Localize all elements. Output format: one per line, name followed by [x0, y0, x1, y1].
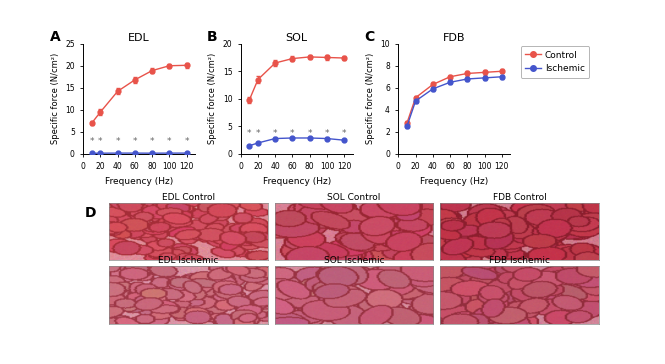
- Text: *: *: [342, 128, 346, 138]
- Text: *: *: [115, 137, 120, 146]
- X-axis label: Frequency (Hz): Frequency (Hz): [420, 177, 489, 186]
- Title: EDL Control: EDL Control: [162, 193, 215, 202]
- Text: *: *: [90, 137, 94, 146]
- Text: B: B: [207, 31, 217, 44]
- Title: EDL Ischemic: EDL Ischemic: [158, 256, 219, 265]
- Y-axis label: Specific force (N/cm²): Specific force (N/cm²): [366, 53, 375, 145]
- Text: *: *: [290, 128, 295, 138]
- Title: SOL Control: SOL Control: [327, 193, 380, 202]
- Title: SOL Ischemic: SOL Ischemic: [324, 256, 384, 265]
- Text: *: *: [247, 128, 251, 138]
- Y-axis label: Specific force (N/cm²): Specific force (N/cm²): [208, 53, 217, 145]
- Text: *: *: [150, 137, 154, 146]
- Y-axis label: Specific force (N/cm²): Specific force (N/cm²): [51, 53, 60, 145]
- Title: SOL: SOL: [286, 33, 308, 43]
- Title: EDL: EDL: [128, 33, 150, 43]
- Title: FDB Control: FDB Control: [493, 193, 547, 202]
- Text: C: C: [364, 31, 375, 44]
- Text: *: *: [273, 128, 277, 138]
- Text: *: *: [167, 137, 172, 146]
- Text: A: A: [49, 31, 61, 44]
- Text: *: *: [132, 137, 137, 146]
- Text: *: *: [98, 137, 102, 146]
- Text: D: D: [85, 206, 96, 220]
- Title: FDB: FDB: [443, 33, 466, 43]
- Text: *: *: [184, 137, 189, 146]
- Text: *: *: [307, 128, 312, 138]
- X-axis label: Frequency (Hz): Frequency (Hz): [105, 177, 174, 186]
- Text: *: *: [256, 128, 260, 138]
- Title: FDB Ischemic: FDB Ischemic: [489, 256, 550, 265]
- X-axis label: Frequency (Hz): Frequency (Hz): [263, 177, 331, 186]
- Legend: Control, Ischemic: Control, Ischemic: [521, 46, 589, 78]
- Text: *: *: [325, 128, 329, 138]
